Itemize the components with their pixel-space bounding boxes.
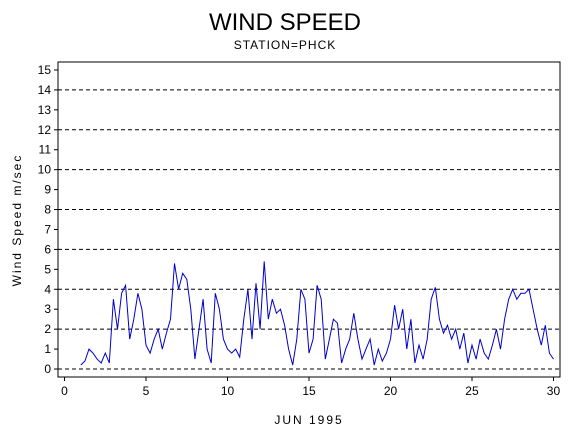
data-line [80,261,554,366]
y-tick-label: 0 [44,362,51,376]
chart-subtitle: STATION=PHCK [234,38,337,52]
x-tick-label: 5 [143,384,150,398]
y-tick-label: 4 [44,282,51,296]
y-tick-label: 5 [44,262,51,276]
y-tick-label: 15 [38,63,52,77]
y-tick-label: 11 [39,143,52,157]
y-tick-label: 2 [44,322,51,336]
x-tick-label: 20 [384,384,398,398]
y-tick-label: 13 [38,103,52,117]
y-tick-label: 7 [44,222,51,236]
x-axis-label: JUN 1995 [274,413,343,427]
x-tick-label: 0 [61,384,68,398]
plot-frame [57,61,561,378]
x-tick-label: 25 [465,384,479,398]
y-tick-label: 3 [44,302,51,316]
x-tick-label: 10 [221,384,235,398]
chart-title: WIND SPEED [209,9,361,36]
y-tick-label: 10 [38,163,52,177]
y-tick-label: 1 [44,342,51,356]
y-tick-label: 12 [38,123,52,137]
y-axis-label: Wind Speed m/sec [10,154,24,287]
y-tick-label: 14 [38,83,52,97]
y-tick-label: 8 [44,203,51,217]
x-tick-label: 30 [547,384,561,398]
y-tick-label: 9 [44,183,51,197]
x-tick-label: 15 [302,384,316,398]
y-tick-label: 6 [44,242,51,256]
